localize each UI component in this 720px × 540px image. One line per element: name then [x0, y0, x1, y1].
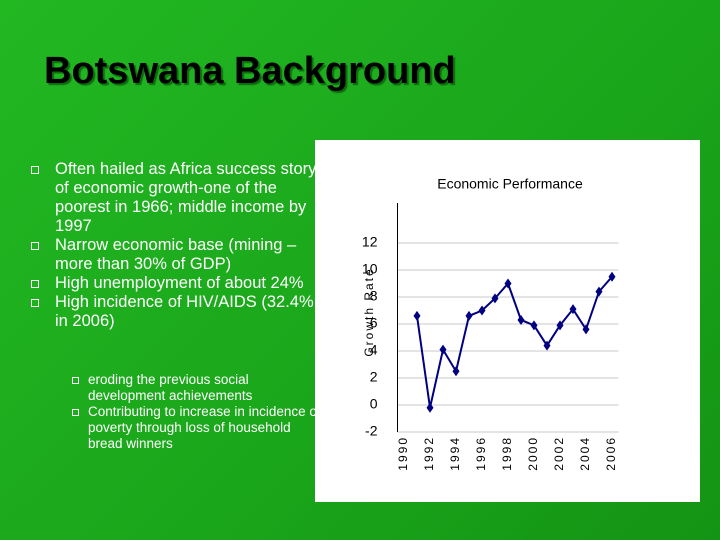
x-tick-label: 2000 — [526, 436, 540, 471]
y-tick-label: 8 — [370, 288, 378, 304]
data-point — [504, 278, 512, 289]
sub-bullet: Contributing to increase in incidence of… — [70, 404, 325, 452]
x-tick-label: 2002 — [552, 436, 566, 471]
data-line — [416, 276, 613, 408]
data-point — [452, 366, 460, 377]
chart-title: Economic Performance — [437, 176, 583, 192]
data-point — [608, 271, 616, 282]
data-point — [530, 320, 538, 331]
data-point — [582, 324, 590, 335]
x-tick-label: 1992 — [422, 436, 436, 471]
x-tick-label: 1990 — [396, 436, 410, 471]
data-point — [478, 305, 486, 316]
x-tick-label: 1998 — [500, 436, 514, 471]
y-tick-label: 10 — [362, 261, 378, 277]
data-point — [595, 286, 603, 297]
y-tick-label: 12 — [362, 234, 378, 250]
bullet: Narrow economic base (mining – more than… — [30, 236, 320, 274]
data-point — [439, 344, 447, 355]
sub-bullet-list: eroding the previous social development … — [70, 372, 325, 452]
data-point — [491, 293, 499, 304]
bullet-list: Often hailed as Africa success story of … — [30, 160, 320, 331]
bullet: High unemployment of about 24% — [30, 274, 320, 293]
y-tick-label: 2 — [370, 369, 378, 385]
bullet: Often hailed as Africa success story of … — [30, 160, 320, 236]
x-tick-label: 1994 — [448, 436, 462, 471]
x-tick-label: 1996 — [474, 436, 488, 471]
y-axis-label: Growth Rate — [362, 267, 376, 356]
y-tick-label: -2 — [365, 423, 378, 439]
bullet: High incidence of HIV/AIDS (32.4% in 200… — [30, 293, 320, 331]
x-tick-label: 2006 — [604, 436, 618, 471]
data-point — [569, 304, 577, 315]
chart: Economic Performance Growth Rate -2 0 2 4 6 8… — [315, 140, 700, 502]
y-tick-label: 6 — [370, 315, 378, 331]
sub-bullet: eroding the previous social development … — [70, 372, 325, 404]
data-point — [413, 310, 421, 321]
y-tick-label: 0 — [370, 396, 378, 412]
data-point — [517, 314, 525, 325]
data-point — [426, 402, 434, 413]
x-tick-label: 2004 — [578, 436, 592, 471]
slide-title: Botswana Background — [44, 50, 456, 92]
data-point — [543, 340, 551, 351]
y-tick-label: 4 — [370, 342, 378, 358]
data-point — [465, 310, 473, 321]
data-point — [556, 320, 564, 331]
